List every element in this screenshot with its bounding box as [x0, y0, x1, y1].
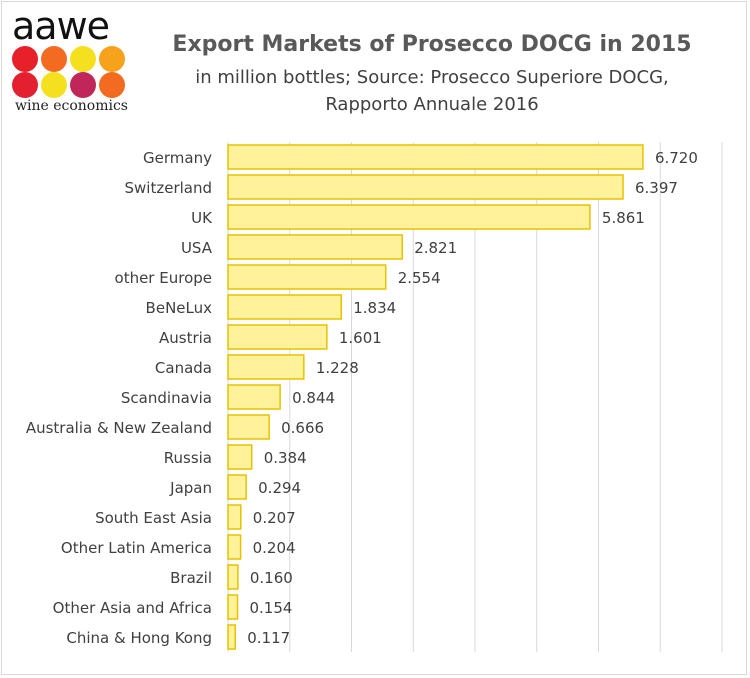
- value-label: 1.228: [316, 359, 359, 377]
- bar: [227, 324, 328, 350]
- category-label: other Europe: [115, 269, 212, 287]
- category-label: Japan: [169, 479, 212, 497]
- logo-wordmark: aawe: [12, 4, 110, 48]
- logo-dot: [99, 46, 125, 72]
- category-label: BeNeLux: [146, 299, 213, 317]
- category-label: Switzerland: [125, 179, 213, 197]
- value-label: 1.834: [353, 299, 396, 317]
- logo-dot: [41, 72, 67, 98]
- value-label: 0.666: [281, 419, 324, 437]
- value-label: 0.154: [250, 599, 293, 617]
- bar: [227, 504, 242, 530]
- category-label: Germany: [143, 149, 212, 167]
- category-label: Austria: [159, 329, 212, 347]
- category-label: Canada: [155, 359, 212, 377]
- subtitle-line-1: in million bottles; Source: Prosecco Sup…: [195, 67, 669, 88]
- value-label: 0.204: [253, 539, 296, 557]
- bar: [227, 144, 644, 170]
- value-label: 0.207: [253, 509, 296, 527]
- bar: [227, 474, 247, 500]
- value-label: 1.601: [339, 329, 382, 347]
- logo-subtitle: wine economics: [15, 98, 128, 114]
- bar: [227, 384, 281, 410]
- value-label: 6.720: [655, 149, 698, 167]
- value-label: 0.117: [247, 629, 290, 647]
- value-label: 2.821: [414, 239, 457, 257]
- bar: [227, 564, 239, 590]
- value-label: 0.384: [264, 449, 307, 467]
- logo-dot: [12, 72, 38, 98]
- chart-title: Export Markets of Prosecco DOCG in 2015: [172, 32, 692, 57]
- value-label: 0.294: [258, 479, 301, 497]
- bar: [227, 204, 591, 230]
- bar: [227, 624, 236, 650]
- chart-subtitle: in million bottles; Source: Prosecco Sup…: [132, 64, 732, 118]
- category-label: USA: [181, 239, 213, 257]
- logo-dot: [41, 46, 67, 72]
- value-label: 0.844: [292, 389, 335, 407]
- category-label: Brazil: [170, 569, 212, 587]
- category-label: Other Asia and Africa: [53, 599, 212, 617]
- category-label: UK: [191, 209, 213, 227]
- bar: [227, 414, 270, 440]
- bar: [227, 594, 239, 620]
- bar: [227, 174, 624, 200]
- category-label: Australia & New Zealand: [26, 419, 212, 437]
- logo-dot: [70, 46, 96, 72]
- subtitle-line-2: Rapporto Annuale 2016: [325, 94, 539, 115]
- logo-dot: [12, 46, 38, 72]
- bar: [227, 534, 242, 560]
- bar: [227, 234, 403, 260]
- value-label: 0.160: [250, 569, 293, 587]
- value-label: 5.861: [602, 209, 645, 227]
- aawe-logo: aawe wine economics: [12, 4, 128, 118]
- category-label: Russia: [164, 449, 212, 467]
- bar: [227, 444, 253, 470]
- category-label: South East Asia: [95, 509, 212, 527]
- category-label: Scandinavia: [121, 389, 212, 407]
- category-label: Other Latin America: [61, 539, 212, 557]
- value-label: 6.397: [635, 179, 678, 197]
- value-label: 2.554: [398, 269, 441, 287]
- bar: [227, 264, 387, 290]
- category-label: China & Hong Kong: [66, 629, 212, 647]
- bar: [227, 294, 342, 320]
- logo-dot: [99, 72, 125, 98]
- logo-dot: [70, 72, 96, 98]
- bar: [227, 354, 305, 380]
